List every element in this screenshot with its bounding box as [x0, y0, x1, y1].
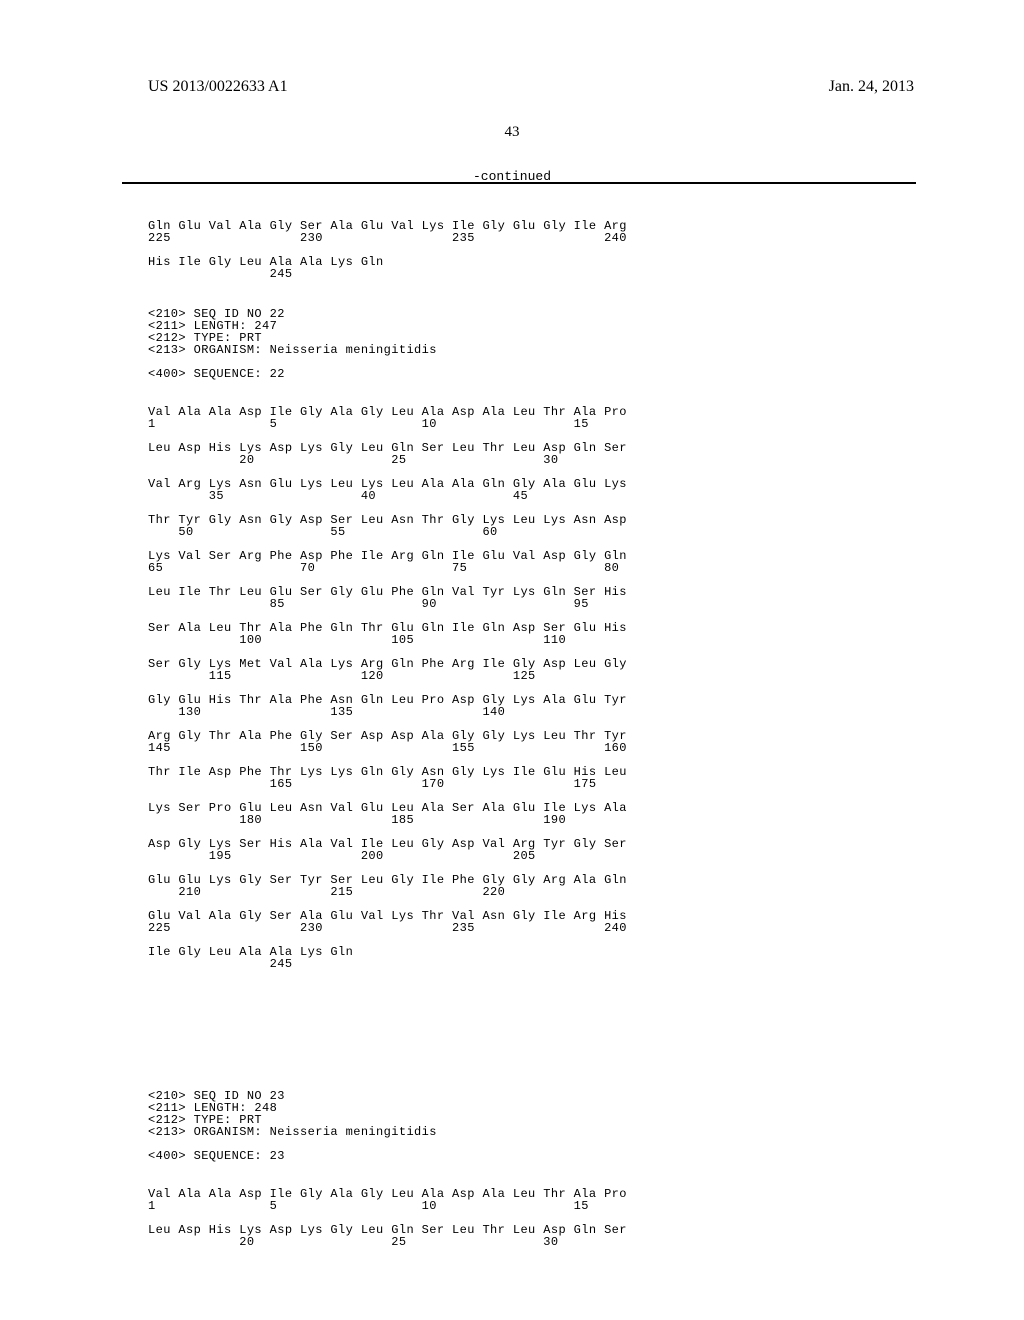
- publication-number: US 2013/0022633 A1: [148, 78, 288, 96]
- sequence-body-23: Val Ala Ala Asp Ile Gly Ala Gly Leu Ala …: [148, 1188, 627, 1248]
- sequence-tail-21: Gln Glu Val Ala Gly Ser Ala Glu Val Lys …: [148, 220, 627, 280]
- publication-date: Jan. 24, 2013: [829, 78, 914, 96]
- divider: [122, 182, 916, 184]
- sequence-header-22: <210> SEQ ID NO 22 <211> LENGTH: 247 <21…: [148, 308, 437, 380]
- sequence-header-23: <210> SEQ ID NO 23 <211> LENGTH: 248 <21…: [148, 1090, 437, 1162]
- sequence-body-22: Val Ala Ala Asp Ile Gly Ala Gly Leu Ala …: [148, 406, 627, 970]
- page-number: 43: [0, 124, 1024, 141]
